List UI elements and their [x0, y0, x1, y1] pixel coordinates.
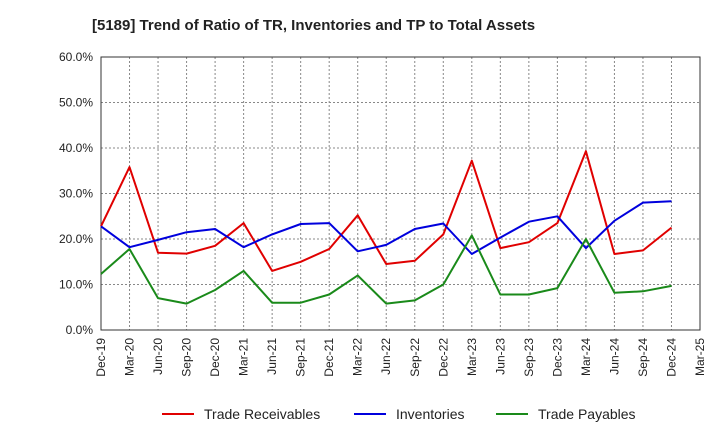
x-tick-label: Sep-24	[636, 338, 650, 377]
x-tick-label: Mar-21	[237, 338, 251, 376]
x-tick-label: Jun-21	[265, 338, 279, 375]
x-tick-label: Dec-21	[322, 338, 336, 377]
y-tick-label: 40.0%	[59, 141, 93, 155]
legend-item-trade-payables: Trade Payables	[496, 406, 636, 422]
series-line-trade-payables	[100, 234, 672, 305]
grid-lines	[100, 56, 701, 331]
legend-label: Trade Receivables	[204, 406, 320, 422]
series-lines	[100, 150, 673, 305]
x-tick-label: Mar-22	[351, 338, 365, 376]
legend-item-trade-receivables: Trade Receivables	[162, 406, 320, 422]
x-tick-label: Jun-22	[379, 338, 393, 375]
legend-label: Inventories	[396, 406, 464, 422]
series-line-trade-receivables	[100, 150, 673, 272]
plot-area	[101, 57, 700, 330]
x-tick-label: Dec-23	[550, 338, 564, 377]
chart-title: [5189] Trend of Ratio of TR, Inventories…	[92, 17, 535, 34]
x-tick-label: Mar-23	[465, 338, 479, 376]
x-tick-label: Mar-24	[579, 338, 593, 376]
x-tick-label: Jun-24	[607, 338, 621, 375]
y-tick-label: 50.0%	[59, 96, 93, 110]
x-tick-label: Sep-23	[522, 338, 536, 377]
x-tick-label: Sep-21	[294, 338, 308, 377]
x-tick-label: Dec-22	[436, 338, 450, 377]
plot-frame	[100, 56, 701, 331]
x-tick-label: Dec-24	[664, 338, 678, 377]
x-tick-label: Sep-20	[180, 338, 194, 377]
x-tick-label: Mar-20	[123, 338, 137, 376]
series-line-inventories	[100, 200, 672, 255]
x-tick-label: Jun-20	[151, 338, 165, 375]
x-tick-label: Dec-20	[208, 338, 222, 377]
y-tick-label: 60.0%	[59, 50, 93, 64]
x-tick-label: Jun-23	[493, 338, 507, 375]
y-tick-label: 20.0%	[59, 232, 93, 246]
y-tick-label: 10.0%	[59, 278, 93, 292]
x-tick-label: Dec-19	[94, 338, 108, 377]
x-tick-label: Mar-25	[693, 338, 707, 376]
legend-item-inventories: Inventories	[354, 406, 464, 422]
y-tick-label: 30.0%	[59, 187, 93, 201]
y-tick-label: 0.0%	[66, 323, 94, 337]
legend: Trade Receivables Inventories Trade Payabl…	[162, 406, 636, 422]
x-tick-label: Sep-22	[408, 338, 422, 377]
axes: 0.0% 10.0% 20.0% 30.0% 40.0% 50.0% 60.0% Dec-19…	[59, 50, 707, 377]
legend-label: Trade Payables	[538, 406, 636, 422]
